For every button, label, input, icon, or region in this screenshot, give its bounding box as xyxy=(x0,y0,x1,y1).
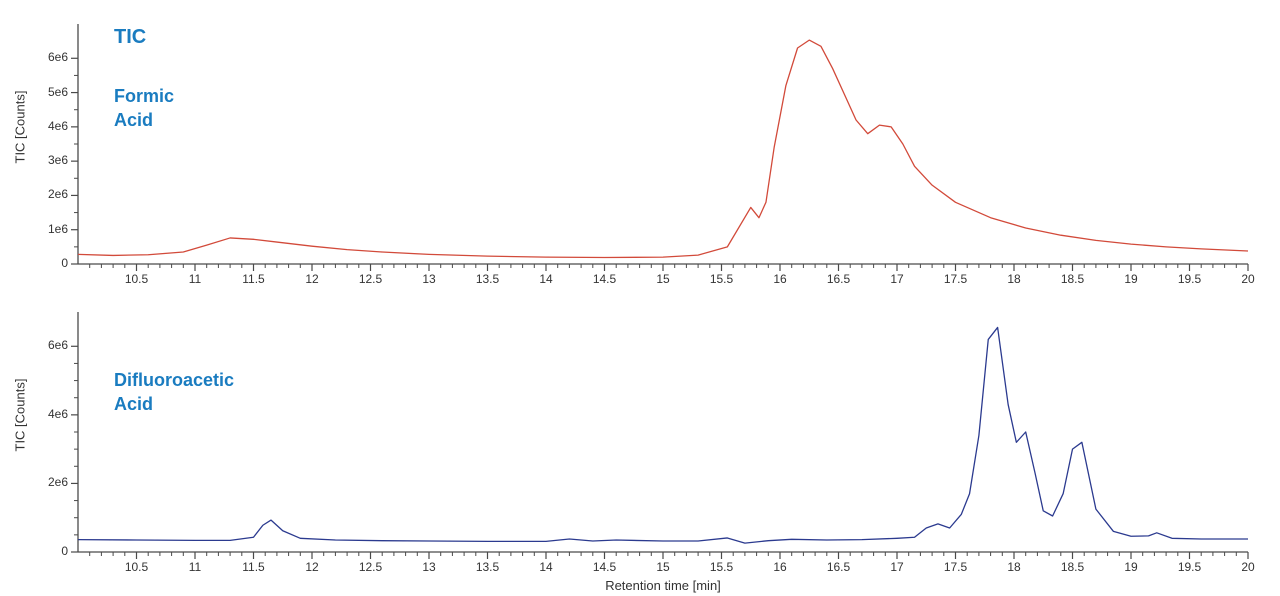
x-tick-label: 16 xyxy=(765,560,795,574)
y-axis-label: TIC [Counts] xyxy=(13,412,28,452)
x-tick-label: 13.5 xyxy=(473,272,503,286)
x-tick-label: 13.5 xyxy=(473,560,503,574)
x-tick-label: 10.5 xyxy=(122,272,152,286)
x-tick-label: 18 xyxy=(999,272,1029,286)
chromatogram-figure: 10.5 11 11.5 12 12.5 13 13.5 14 14.5 15 15.5 16 16.5… xyxy=(0,0,1280,596)
x-tick-label: 14.5 xyxy=(590,272,620,286)
annotation-text: Formic xyxy=(114,86,174,107)
y-tick-label: 5e6 xyxy=(48,85,68,99)
x-tick-label: 13 xyxy=(414,272,444,286)
x-tick-label: 10.5 xyxy=(122,560,152,574)
x-tick-label: 11.5 xyxy=(239,560,269,574)
annotation-text: Acid xyxy=(114,110,153,131)
annotation-text: Difluoroacetic xyxy=(114,370,234,391)
x-tick-label: 12 xyxy=(297,560,327,574)
y-tick-label: 2e6 xyxy=(48,187,68,201)
x-tick-label: 16.5 xyxy=(824,560,854,574)
x-tick-label: 16.5 xyxy=(824,272,854,286)
y-tick-label: 4e6 xyxy=(48,119,68,133)
x-tick-label: 19.5 xyxy=(1175,272,1205,286)
series-formic-acid-tic xyxy=(78,40,1248,257)
x-tick-label: 13 xyxy=(414,560,444,574)
y-tick-label: 0 xyxy=(61,256,68,270)
y-axis-label: TIC [Counts] xyxy=(13,124,28,164)
x-tick-label: 14 xyxy=(531,560,561,574)
x-tick-label: 18.5 xyxy=(1058,560,1088,574)
y-tick-label: 2e6 xyxy=(48,475,68,489)
x-tick-label: 12 xyxy=(297,272,327,286)
y-tick-label: 6e6 xyxy=(48,50,68,64)
x-tick-label: 12.5 xyxy=(356,272,386,286)
y-tick-label: 0 xyxy=(61,544,68,558)
x-tick-label: 17 xyxy=(882,272,912,286)
y-tick-label: 6e6 xyxy=(48,338,68,352)
x-axis-label: Retention time [min] xyxy=(583,578,743,593)
x-tick-label: 15.5 xyxy=(707,560,737,574)
y-tick-label: 4e6 xyxy=(48,407,68,421)
y-tick-label: 3e6 xyxy=(48,153,68,167)
x-tick-label: 15.5 xyxy=(707,272,737,286)
x-tick-label: 19.5 xyxy=(1175,560,1205,574)
x-tick-label: 16 xyxy=(765,272,795,286)
x-tick-label: 19 xyxy=(1116,560,1146,574)
x-tick-label: 20 xyxy=(1233,272,1263,286)
y-tick-label: 1e6 xyxy=(48,222,68,236)
x-tick-label: 17 xyxy=(882,560,912,574)
annotation-text: TIC xyxy=(114,26,146,49)
x-tick-label: 11 xyxy=(180,272,210,286)
x-tick-label: 15 xyxy=(648,272,678,286)
x-tick-label: 12.5 xyxy=(356,560,386,574)
x-tick-label: 18.5 xyxy=(1058,272,1088,286)
series-difluoroacetic-acid-tic xyxy=(78,327,1248,543)
x-tick-label: 20 xyxy=(1233,560,1263,574)
x-tick-label: 11.5 xyxy=(239,272,269,286)
x-tick-label: 17.5 xyxy=(941,272,971,286)
x-tick-label: 11 xyxy=(180,560,210,574)
x-tick-label: 19 xyxy=(1116,272,1146,286)
x-tick-label: 14.5 xyxy=(590,560,620,574)
x-tick-label: 18 xyxy=(999,560,1029,574)
x-tick-label: 15 xyxy=(648,560,678,574)
annotation-text: Acid xyxy=(114,394,153,415)
x-tick-label: 14 xyxy=(531,272,561,286)
x-tick-label: 17.5 xyxy=(941,560,971,574)
figure-svg xyxy=(0,0,1280,596)
